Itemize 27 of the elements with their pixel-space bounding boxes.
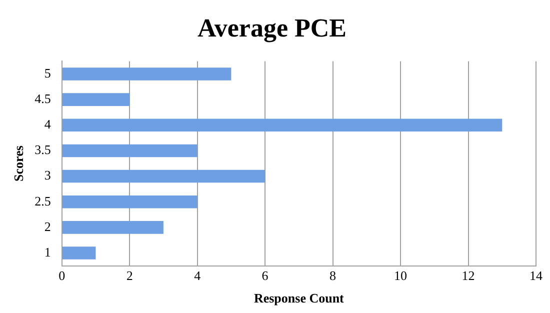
bar bbox=[62, 68, 232, 80]
bar bbox=[62, 195, 198, 208]
bar bbox=[62, 246, 96, 260]
chart-title: Average PCE bbox=[198, 13, 346, 42]
x-tick-label: 14 bbox=[530, 268, 543, 284]
y-tick-label: 4.5 bbox=[34, 90, 51, 106]
bar bbox=[62, 221, 164, 234]
bar bbox=[62, 118, 502, 132]
x-tick-label: 8 bbox=[330, 268, 336, 284]
bar bbox=[62, 93, 130, 106]
y-tick-label: 1 bbox=[44, 244, 51, 260]
x-tick-label: 0 bbox=[58, 268, 66, 284]
y-tick-label: 5 bbox=[44, 65, 51, 80]
x-axis-title: Response Count bbox=[254, 290, 345, 306]
x-tick-label: 6 bbox=[262, 268, 269, 284]
y-tick-label: 4 bbox=[44, 116, 52, 132]
x-tick-label: 12 bbox=[462, 268, 475, 284]
bar bbox=[62, 170, 266, 183]
y-tick-label: 3 bbox=[44, 168, 51, 183]
x-tick-label: 10 bbox=[394, 268, 408, 284]
bar bbox=[62, 144, 198, 158]
y-tick-label: 2 bbox=[44, 218, 51, 234]
x-tick-label: 4 bbox=[194, 268, 202, 284]
y-tick-label: 2.5 bbox=[34, 193, 51, 208]
x-tick-label: 2 bbox=[126, 268, 133, 284]
y-axis-title: Scores bbox=[11, 146, 26, 182]
y-tick-label: 3.5 bbox=[34, 142, 51, 158]
